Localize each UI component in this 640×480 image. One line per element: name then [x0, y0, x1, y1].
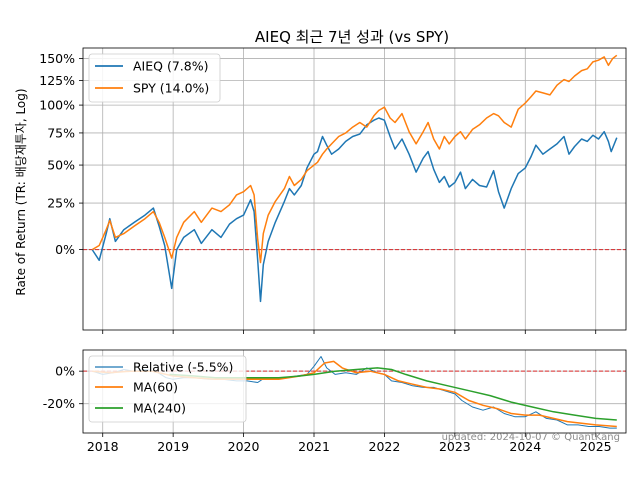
legend-label-aieq: AIEQ (7.8%): [133, 59, 208, 74]
x-tick-label: 2023: [439, 439, 471, 454]
y-tick-label: 75%: [47, 125, 75, 140]
main-y-ticks: 0% 25% 50% 75% 100% 125% 150%: [39, 51, 83, 257]
legend-label-relative: Relative (-5.5%): [133, 360, 233, 375]
x-tick-label: 2020: [228, 439, 260, 454]
y-tick-label: 100%: [39, 98, 75, 113]
relative-y-ticks: 0% -20%: [43, 364, 83, 411]
series-line-ma240: [169, 367, 617, 421]
x-tick-label: 2019: [157, 439, 189, 454]
x-tick-label: 2021: [298, 439, 330, 454]
chart-title: AIEQ 최근 7년 성과 (vs SPY): [255, 28, 449, 46]
legend-label-ma60: MA(60): [133, 380, 178, 395]
relative-plot-frame: [82, 349, 627, 434]
series-line-spy: [91, 54, 618, 264]
legend-label-ma240: MA(240): [133, 401, 186, 416]
relative-legend-box: [88, 355, 247, 423]
y-axis-label: Rate of Return (TR: 배당재투자, Log): [14, 88, 28, 295]
main-series-lines: [91, 54, 618, 303]
relative-legend: Relative (-5.5%) MA(60) MA(240): [88, 355, 247, 423]
y-tick-label: 0%: [55, 242, 75, 257]
y-tick-label: 50%: [47, 158, 75, 173]
y-tick-label: 0%: [55, 364, 75, 379]
legend-label-spy: SPY (14.0%): [133, 81, 209, 96]
y-tick-label: 125%: [39, 73, 75, 88]
main-plot-panel: 0% 25% 50% 75% 100% 125% 150% AIEQ (7.8%) SPY …: [39, 47, 627, 334]
y-tick-label: 150%: [39, 51, 75, 66]
main-x-ticks: [102, 330, 597, 334]
main-legend: AIEQ (7.8%) SPY (14.0%): [88, 53, 221, 103]
x-tick-label: 2018: [87, 439, 119, 454]
x-tick-label: 2022: [369, 439, 401, 454]
relative-x-ticks: 2018 2019 2020 2021 2022 2023 2024 2025: [87, 433, 612, 454]
main-plot-frame: [82, 47, 627, 331]
x-tick-label: 2025: [580, 439, 612, 454]
series-line-aieq: [91, 117, 618, 303]
relative-plot-panel: 0%-20% 2018 2019 2020 2021 2022 2023 2024 2025 …: [43, 349, 627, 454]
y-tick-label: 25%: [47, 196, 75, 211]
y-tick-label: -20%: [43, 396, 75, 411]
x-tick-label: 2024: [509, 439, 541, 454]
footer-credit: updated: 2024-10-07 © QuantKang: [442, 432, 620, 443]
